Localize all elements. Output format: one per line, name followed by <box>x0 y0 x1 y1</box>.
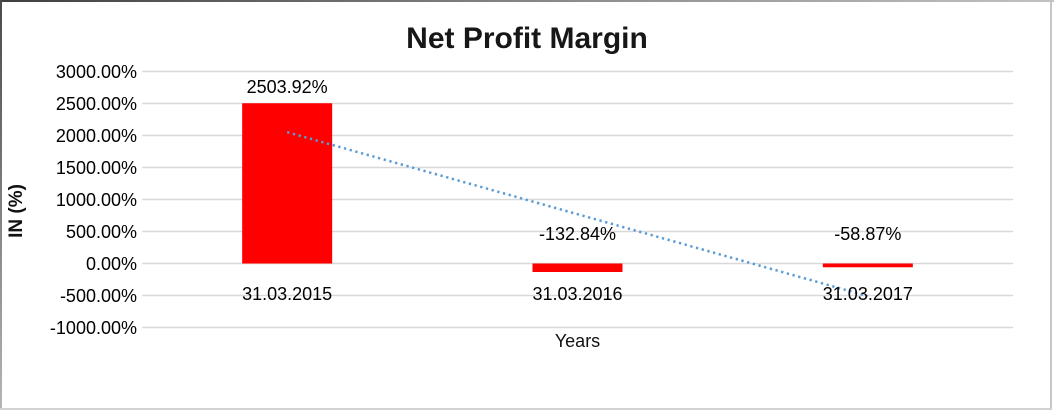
data-label: 2503.92% <box>246 77 328 98</box>
category-label: 31.03.2015 <box>242 284 333 304</box>
y-axis-tick-label: 500.00% <box>65 221 137 242</box>
trendline <box>286 130 869 298</box>
bar-31.03.2015 <box>242 103 333 264</box>
y-axis-tick-label: -500.00% <box>59 285 137 306</box>
y-axis-tick-label: -1000.00% <box>49 317 137 338</box>
bar-31.03.2016 <box>532 263 623 273</box>
y-axis-tick-label: 2000.00% <box>55 125 137 146</box>
chart-title: Net Profit Margin <box>406 22 648 55</box>
y-axis-tick-label: 2500.00% <box>55 93 137 114</box>
frame-border-top <box>0 0 1054 2</box>
y-axis-tick-label: 0.00% <box>85 253 137 274</box>
y-axis-tick-label: 1500.00% <box>55 157 137 178</box>
bar-31.03.2017 <box>822 263 913 268</box>
frame-border-right <box>1050 2 1052 409</box>
frame-border-left <box>0 0 2 410</box>
data-label: -132.84% <box>538 223 617 244</box>
x-axis-title: Years <box>554 331 601 351</box>
data-label: -58.87% <box>834 223 902 244</box>
frame-border-bottom <box>0 408 1052 410</box>
y-axis-tick-label: 1000.00% <box>55 189 137 210</box>
category-label: 31.03.2017 <box>822 284 913 304</box>
y-axis-tick-label: 3000.00% <box>55 61 137 82</box>
category-label: 31.03.2016 <box>532 284 623 304</box>
